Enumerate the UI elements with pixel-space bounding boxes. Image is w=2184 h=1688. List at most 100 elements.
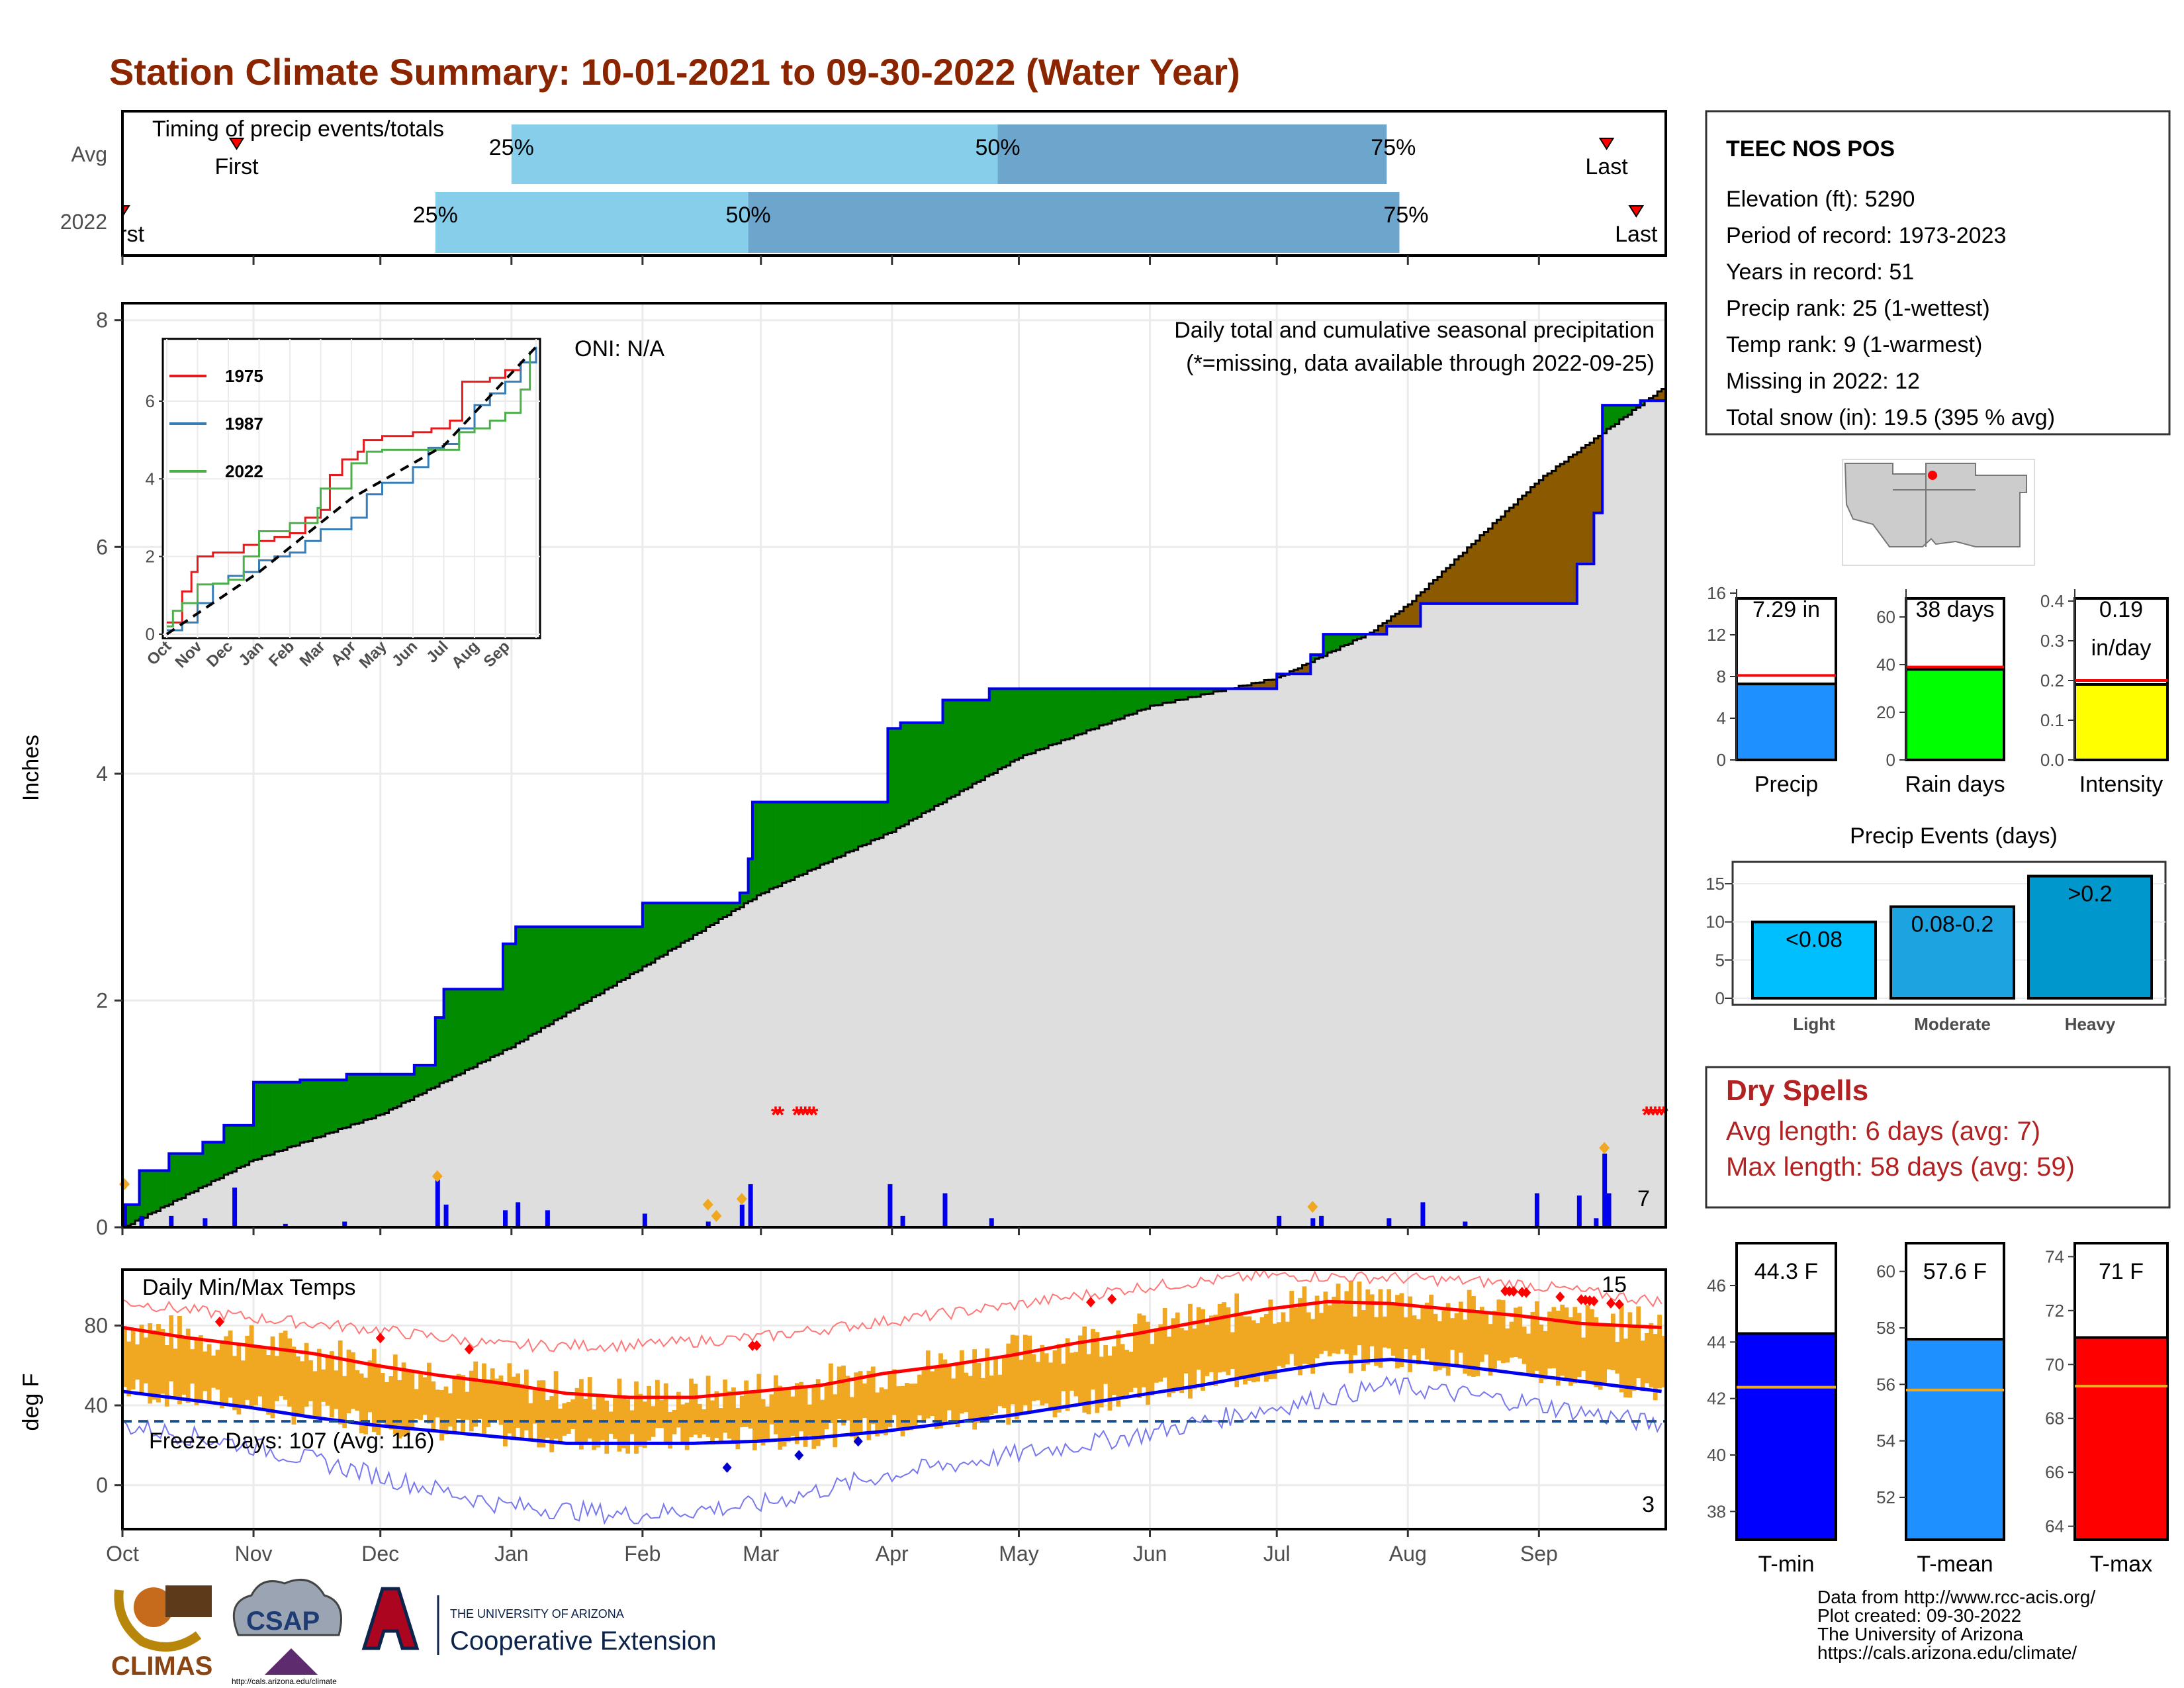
above-average-fill <box>537 927 542 1032</box>
precip-daily-bars <box>119 1142 1612 1227</box>
above-average-fill <box>304 1080 309 1142</box>
precip-summary-bar-0 <box>1735 682 1837 761</box>
record-high-marker <box>464 1344 474 1355</box>
above-average-fill <box>477 989 482 1064</box>
timing-row-avg-label: Avg <box>71 142 107 166</box>
timing-panel: Timing of precip events/totals Avg 2022 … <box>60 110 1667 265</box>
temp-range-bar <box>1150 1344 1155 1396</box>
above-average-fill <box>553 927 559 1021</box>
below-average-fill <box>1530 487 1535 604</box>
temp-range-bar <box>828 1363 833 1424</box>
above-average-fill <box>642 903 647 967</box>
temp-range-bar <box>1576 1313 1582 1378</box>
above-average-fill <box>1192 688 1197 697</box>
above-average-fill <box>431 1065 436 1088</box>
above-average-fill <box>397 1074 402 1107</box>
temp-summary-tick-label: 64 <box>2045 1517 2064 1536</box>
temp-range-bar <box>909 1383 914 1430</box>
above-average-fill <box>520 927 525 1042</box>
temp-range-bar <box>1314 1295 1320 1358</box>
events-title: Precip Events (days) <box>1850 823 2058 849</box>
above-average-fill <box>275 1082 279 1152</box>
below-average-fill <box>1382 623 1387 635</box>
temp-range-bar <box>232 1356 237 1411</box>
above-average-fill <box>972 700 978 784</box>
events-bar-label: >0.2 <box>2068 882 2112 907</box>
snow-marker <box>1599 1142 1610 1154</box>
above-average-fill <box>862 802 868 845</box>
below-average-fill <box>1378 626 1383 635</box>
temp-summary-tick-label: 54 <box>1876 1431 1895 1451</box>
above-average-fill <box>143 1170 148 1218</box>
temp-range-bar <box>249 1325 254 1410</box>
temp-range-bar <box>1488 1324 1493 1376</box>
above-average-fill <box>1103 688 1109 725</box>
precip-summary-bar-1 <box>1905 668 2005 762</box>
temp-range-bar <box>1192 1328 1197 1389</box>
temp-range-bar <box>1374 1317 1379 1366</box>
above-average-fill <box>1640 400 1645 406</box>
temp-range-bar <box>1645 1333 1649 1383</box>
events-ytick-label: 15 <box>1706 874 1725 894</box>
above-average-fill <box>1132 688 1138 714</box>
temp-summary-bar-t-mean <box>1905 1338 2005 1541</box>
missing-marker: * <box>1651 1102 1660 1129</box>
temp-range-bar <box>1132 1324 1138 1388</box>
temp-range-bar <box>900 1385 905 1436</box>
above-average-fill <box>773 802 778 888</box>
events-ytick-label: 10 <box>1706 912 1725 932</box>
temp-range-bar <box>1598 1324 1603 1390</box>
temp-range-bar <box>815 1379 821 1446</box>
temp-range-bar <box>744 1380 749 1427</box>
temp-range-bar <box>702 1409 707 1434</box>
above-average-fill <box>1001 688 1007 768</box>
daily-precip-bar <box>1387 1218 1392 1227</box>
above-average-fill <box>1099 688 1104 726</box>
csap-text: CSAP <box>246 1607 320 1636</box>
temp-summary-tick-label: 66 <box>2045 1462 2064 1482</box>
above-average-fill <box>570 927 576 1011</box>
temp-range-bar <box>574 1387 580 1444</box>
precip-summary-tick-label: 0 <box>1717 750 1726 770</box>
above-average-fill <box>414 1065 419 1097</box>
below-average-fill <box>1298 668 1303 675</box>
above-average-fill <box>169 1153 174 1205</box>
temp-summary-tick-label: 70 <box>2045 1354 2064 1374</box>
above-average-fill <box>887 728 893 833</box>
inset-legend-label: 1975 <box>225 366 263 386</box>
temp-range-bar <box>964 1372 969 1413</box>
above-average-fill <box>917 722 923 818</box>
below-average-fill <box>1264 680 1269 689</box>
temp-range-bar <box>287 1338 292 1407</box>
oni-label: ONI: N/A <box>574 336 664 361</box>
inset-line-average <box>165 346 537 635</box>
temp-range-bar <box>516 1373 520 1428</box>
below-average-fill <box>1420 592 1426 604</box>
temp-range-bar <box>1082 1326 1087 1413</box>
precip-summary-value: 38 days <box>1915 597 1994 622</box>
above-average-fill <box>558 927 563 1019</box>
temp-summary-label: T-mean <box>1917 1552 1993 1577</box>
temp-range-bar <box>422 1377 428 1415</box>
temp-range-bar <box>1006 1343 1011 1425</box>
above-average-fill <box>684 903 690 941</box>
above-average-fill <box>769 802 774 889</box>
daily-precip-bar <box>1277 1215 1282 1227</box>
above-average-fill <box>1019 688 1024 759</box>
above-average-fill <box>410 1074 415 1100</box>
timing-bar-50-75-2022 <box>748 192 1400 253</box>
record-high-marker <box>1522 1287 1531 1298</box>
temp-range-bar <box>1272 1323 1277 1379</box>
ua-big-text: Cooperative Extension <box>450 1626 716 1656</box>
above-average-fill <box>566 927 571 1013</box>
precip-y-label: Inches <box>19 735 44 801</box>
temp-range-bar <box>1234 1293 1240 1387</box>
above-average-fill <box>1107 688 1113 724</box>
temp-range-bar <box>334 1370 339 1409</box>
above-average-fill <box>739 892 745 908</box>
temp-range-bar <box>549 1396 555 1452</box>
above-average-fill <box>1277 674 1282 678</box>
temp-range-bar <box>397 1380 402 1439</box>
temp-range-bar <box>215 1349 220 1390</box>
above-average-fill <box>925 722 931 812</box>
